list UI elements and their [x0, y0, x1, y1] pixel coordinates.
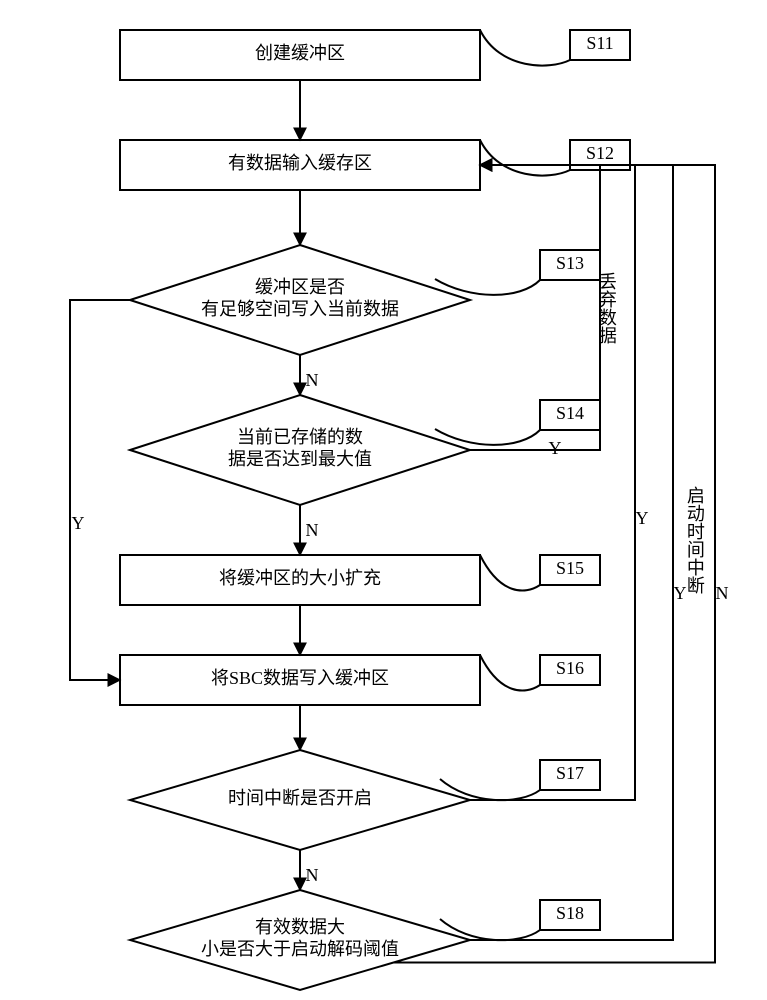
- node-s18-label: 有效数据大小是否大于启动解码阈值: [201, 917, 399, 959]
- callout-c18-label: S18: [556, 903, 584, 923]
- callout-c13-leader: [435, 279, 540, 295]
- edge-s13Y-s16: [70, 300, 130, 680]
- callout-c17-label: S17: [556, 763, 584, 783]
- label-s13_Y: Y: [72, 513, 85, 533]
- callout-c18-leader: [440, 919, 540, 940]
- label-s18_N: N: [716, 583, 729, 603]
- label-s13_N: N: [306, 370, 319, 390]
- callout-c13-label: S13: [556, 253, 584, 273]
- node-s17-label: 时间中断是否开启: [228, 788, 372, 808]
- callout-c14-label: S14: [556, 403, 584, 423]
- label-s14_N: N: [306, 520, 319, 540]
- node-s13-label: 缓冲区是否有足够空间写入当前数据: [201, 277, 399, 319]
- callout-c15-leader: [480, 555, 540, 591]
- node-s12-label: 有数据输入缓存区: [228, 153, 372, 173]
- label-s17_N: N: [306, 865, 319, 885]
- callout-c16-leader: [480, 655, 540, 691]
- node-s14-label: 当前已存储的数据是否达到最大值: [228, 427, 372, 469]
- callout-c11-label: S11: [586, 33, 613, 53]
- node-s16-label: 将SBC数据写入缓冲区: [211, 668, 389, 688]
- callout-c17-leader: [440, 779, 540, 800]
- edge-s18N-s12: [394, 165, 716, 963]
- label-s14_Y: Y: [549, 438, 562, 458]
- callout-c14-leader: [435, 429, 540, 445]
- callout-c16-label: S16: [556, 658, 584, 678]
- node-s15-label: 将缓冲区的大小扩充: [219, 568, 381, 588]
- callout-c11-leader: [480, 30, 570, 66]
- callout-c15-label: S15: [556, 558, 584, 578]
- label-start_int: 启动时间中断: [685, 486, 705, 594]
- edge-s17Y-s12: [470, 165, 635, 800]
- label-s17_Y: Y: [636, 508, 649, 528]
- edge-s18Y-s12: [470, 165, 673, 940]
- callout-c12-leader: [480, 140, 570, 176]
- label-discard: 丢弃数据: [597, 272, 617, 344]
- node-s11-label: 创建缓冲区: [255, 43, 345, 63]
- callout-c12-label: S12: [586, 143, 614, 163]
